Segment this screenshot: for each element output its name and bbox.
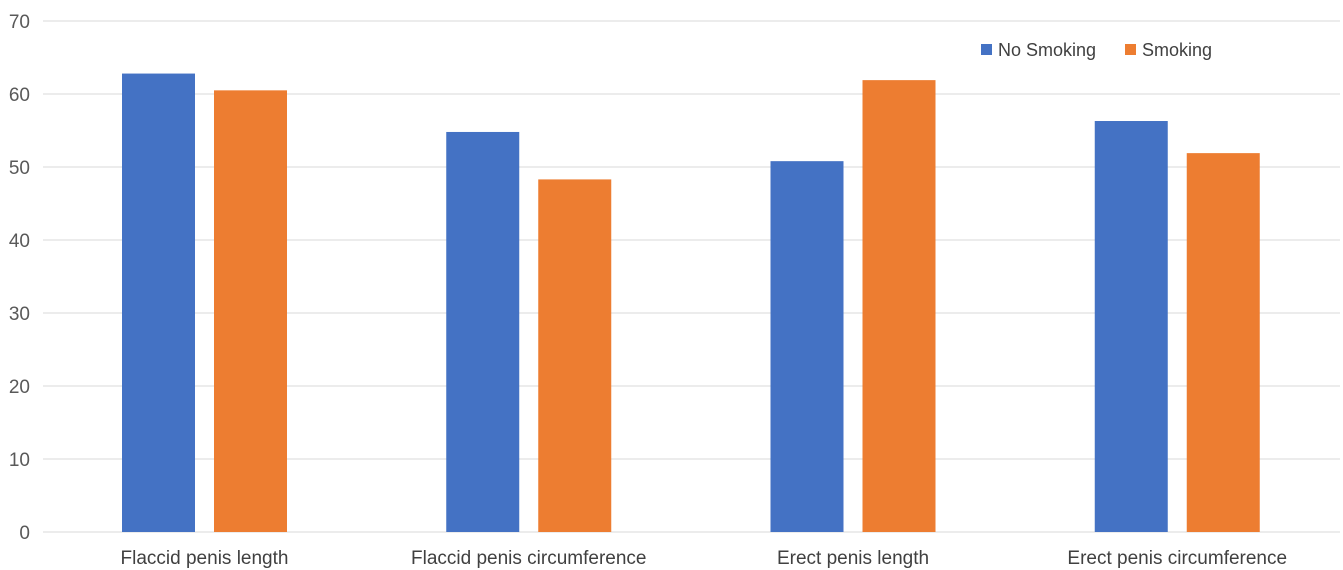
legend-swatch [981,44,992,55]
y-tick-label: 50 [9,158,30,179]
y-tick-label: 30 [9,304,30,325]
legend-label: No Smoking [998,40,1096,60]
bar-smoking [1186,153,1260,532]
y-tick-label: 40 [9,231,30,252]
x-axis-labels: Flaccid penis length Flaccid penis circum… [121,548,1288,569]
bar-smoking [214,90,287,532]
bar-smoking [862,80,936,532]
legend-label: Smoking [1142,40,1212,60]
y-axis-ticks: 0 10 20 30 40 50 60 70 [9,12,30,544]
x-category-label: Erect penis length [777,548,929,569]
x-category-label: Flaccid penis length [121,548,289,569]
bar-no-smoking [446,131,520,532]
bar-smoking [538,179,612,532]
x-category-label: Erect penis circumference [1067,548,1287,569]
y-tick-label: 60 [9,85,30,106]
legend-swatch [1125,44,1136,55]
bar-no-smoking [770,161,844,532]
y-tick-label: 0 [19,523,30,544]
bar-no-smoking [122,73,195,532]
x-category-label: Flaccid penis circumference [411,548,646,569]
legend: No Smoking Smoking [981,40,1212,60]
y-tick-label: 10 [9,450,30,471]
y-tick-label: 70 [9,12,30,33]
bar-no-smoking [1094,121,1168,532]
y-tick-label: 20 [9,377,30,398]
legend-item: No Smoking [981,40,1096,60]
legend-item: Smoking [1125,40,1212,60]
bars [122,73,1260,532]
